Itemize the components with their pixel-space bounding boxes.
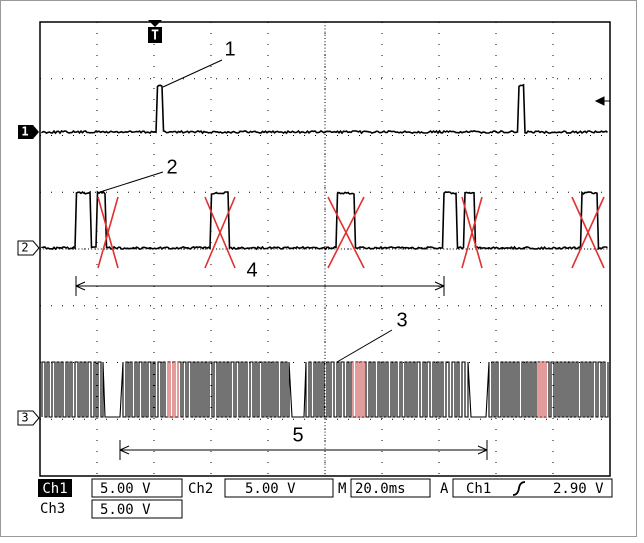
- ch2-marker-label: 2: [21, 241, 28, 255]
- annotation: 4: [246, 259, 257, 281]
- trigger-label: A: [440, 481, 449, 497]
- ch3-marker: [17, 410, 40, 426]
- ch3-scale: 5.00 V: [100, 502, 151, 518]
- cross-mark: [461, 196, 483, 269]
- leader: [162, 59, 223, 88]
- trigger-source: Ch1: [466, 481, 491, 497]
- ch1-scale: 5.00 V: [100, 481, 151, 497]
- waveform: [41, 361, 609, 418]
- trigger-box: [148, 27, 162, 43]
- span-arrow: [75, 276, 445, 296]
- field: [91, 499, 183, 519]
- annotation: 5: [292, 424, 303, 446]
- field: [91, 478, 183, 498]
- ch3-marker-label: 3: [21, 411, 28, 425]
- ch2-label: Ch2: [188, 481, 213, 497]
- time-scale: 20.0ms: [355, 481, 406, 497]
- cross-mark: [204, 196, 236, 269]
- field: [350, 478, 431, 498]
- trigger-pointer: [148, 20, 162, 27]
- field: [452, 478, 613, 498]
- annotation: 2: [166, 156, 177, 178]
- annotation: 3: [396, 309, 407, 331]
- annotation: 1: [224, 38, 235, 60]
- span-arrow: [119, 440, 488, 460]
- ch2-scale: 5.00 V: [245, 481, 296, 497]
- ch1-tag: [38, 479, 72, 497]
- cross-mark: [571, 196, 605, 269]
- leader: [336, 329, 393, 363]
- waveforms: [41, 83, 609, 418]
- field: [224, 478, 334, 498]
- highlight: [167, 362, 547, 417]
- waveform: [41, 190, 608, 251]
- slope-icon: [512, 481, 526, 496]
- ch1-marker: [18, 125, 39, 139]
- trigger-level-marker: [594, 96, 610, 106]
- cross-mark: [327, 196, 365, 269]
- time-label: M: [338, 481, 346, 497]
- ch3-label: Ch3: [40, 501, 65, 517]
- waveform: [41, 83, 608, 135]
- ch1-label: Ch1: [42, 481, 67, 497]
- leader: [99, 171, 164, 193]
- ch2-marker: [17, 240, 40, 256]
- trigger-marker: T: [151, 29, 159, 44]
- cross-mark: [97, 196, 119, 269]
- ch1-marker-label: 1: [21, 125, 28, 139]
- trigger-level: 2.90 V: [553, 481, 604, 497]
